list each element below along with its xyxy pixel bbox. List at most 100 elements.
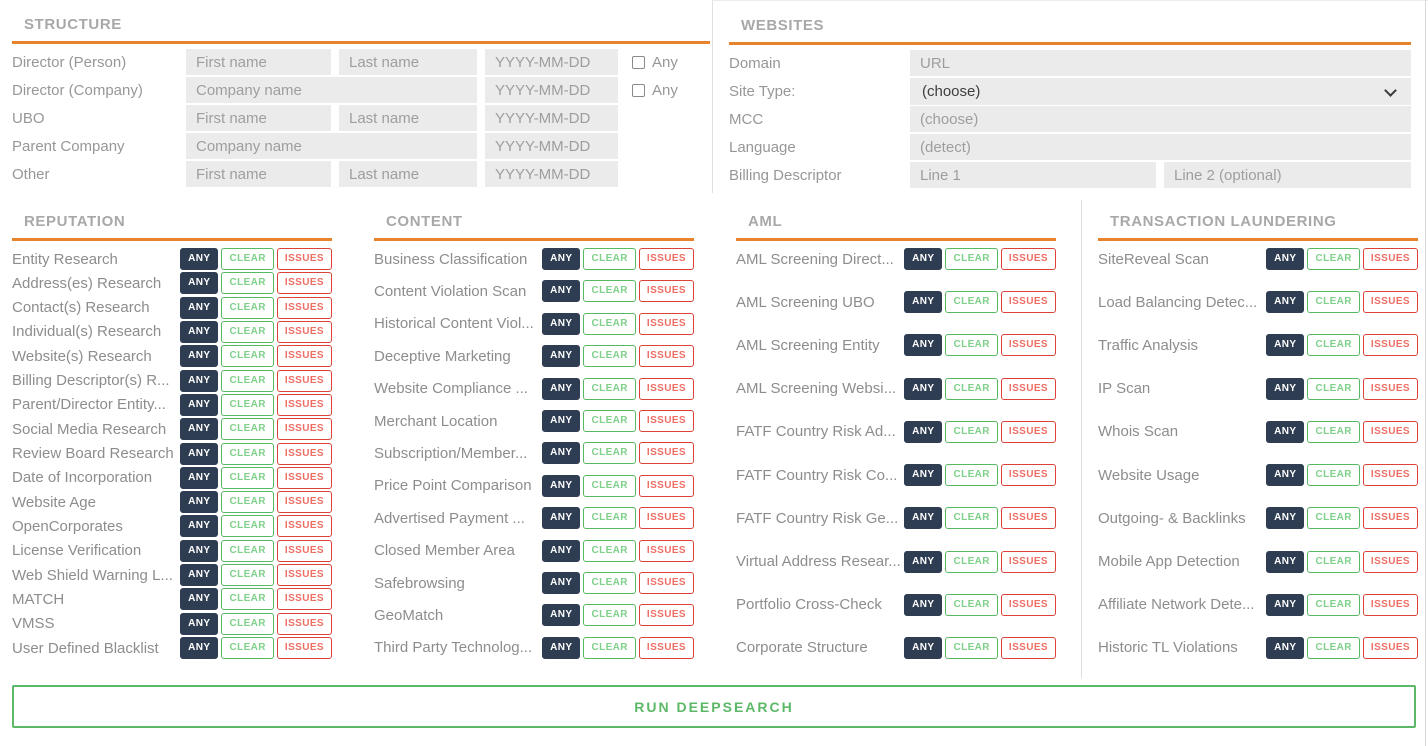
- clear-button[interactable]: CLEAR: [221, 515, 274, 538]
- any-button[interactable]: ANY: [904, 334, 943, 357]
- ubo-last-name-input[interactable]: [339, 105, 477, 131]
- any-button[interactable]: ANY: [180, 369, 219, 392]
- other-first-name-input[interactable]: [186, 161, 331, 187]
- clear-button[interactable]: CLEAR: [221, 466, 274, 489]
- issues-button[interactable]: ISSUES: [638, 377, 694, 400]
- clear-button[interactable]: CLEAR: [945, 420, 998, 443]
- issues-button[interactable]: ISSUES: [1000, 420, 1056, 443]
- clear-button[interactable]: CLEAR: [945, 464, 998, 487]
- issues-button[interactable]: ISSUES: [1000, 636, 1056, 659]
- issues-button[interactable]: ISSUES: [638, 539, 694, 562]
- clear-button[interactable]: CLEAR: [583, 572, 636, 595]
- clear-button[interactable]: CLEAR: [583, 345, 636, 368]
- issues-button[interactable]: ISSUES: [1362, 334, 1418, 357]
- clear-button[interactable]: CLEAR: [945, 248, 998, 270]
- clear-button[interactable]: CLEAR: [945, 593, 998, 616]
- issues-button[interactable]: ISSUES: [1362, 248, 1418, 270]
- any-button[interactable]: ANY: [542, 572, 581, 595]
- ubo-first-name-input[interactable]: [186, 105, 331, 131]
- clear-button[interactable]: CLEAR: [583, 507, 636, 530]
- issues-button[interactable]: ISSUES: [638, 474, 694, 497]
- other-date-input[interactable]: [485, 161, 618, 187]
- any-button[interactable]: ANY: [904, 550, 943, 573]
- director-company-date-input[interactable]: [485, 77, 618, 103]
- director-company-any-checkbox[interactable]: [632, 83, 645, 97]
- clear-button[interactable]: CLEAR: [221, 418, 274, 441]
- issues-button[interactable]: ISSUES: [638, 507, 694, 530]
- any-button[interactable]: ANY: [542, 280, 581, 303]
- clear-button[interactable]: CLEAR: [945, 507, 998, 530]
- any-button[interactable]: ANY: [542, 345, 581, 368]
- issues-button[interactable]: ISSUES: [276, 588, 332, 611]
- any-button[interactable]: ANY: [180, 466, 219, 489]
- clear-button[interactable]: CLEAR: [221, 369, 274, 392]
- any-button[interactable]: ANY: [180, 248, 219, 270]
- clear-button[interactable]: CLEAR: [221, 612, 274, 635]
- clear-button[interactable]: CLEAR: [945, 636, 998, 659]
- issues-button[interactable]: ISSUES: [276, 369, 332, 392]
- clear-button[interactable]: CLEAR: [1307, 420, 1360, 443]
- clear-button[interactable]: CLEAR: [1307, 377, 1360, 400]
- clear-button[interactable]: CLEAR: [221, 296, 274, 319]
- issues-button[interactable]: ISSUES: [638, 442, 694, 465]
- billing-line2-input[interactable]: [1164, 162, 1411, 188]
- clear-button[interactable]: CLEAR: [945, 377, 998, 400]
- clear-button[interactable]: CLEAR: [221, 320, 274, 343]
- issues-button[interactable]: ISSUES: [638, 604, 694, 627]
- clear-button[interactable]: CLEAR: [221, 345, 274, 368]
- clear-button[interactable]: CLEAR: [583, 442, 636, 465]
- any-button[interactable]: ANY: [1266, 593, 1305, 616]
- clear-button[interactable]: CLEAR: [1307, 464, 1360, 487]
- any-button[interactable]: ANY: [542, 377, 581, 400]
- issues-button[interactable]: ISSUES: [276, 248, 332, 270]
- any-button[interactable]: ANY: [180, 296, 219, 319]
- issues-button[interactable]: ISSUES: [1362, 593, 1418, 616]
- clear-button[interactable]: CLEAR: [583, 377, 636, 400]
- any-button[interactable]: ANY: [180, 515, 219, 538]
- any-button[interactable]: ANY: [904, 291, 943, 314]
- clear-button[interactable]: CLEAR: [583, 474, 636, 497]
- any-button[interactable]: ANY: [904, 636, 943, 659]
- run-deepsearch-button[interactable]: RUN DEEPSEARCH: [12, 685, 1416, 728]
- issues-button[interactable]: ISSUES: [638, 312, 694, 335]
- clear-button[interactable]: CLEAR: [1307, 248, 1360, 270]
- clear-button[interactable]: CLEAR: [1307, 550, 1360, 573]
- issues-button[interactable]: ISSUES: [276, 491, 332, 514]
- director-person-date-input[interactable]: [485, 49, 618, 75]
- ubo-date-input[interactable]: [485, 105, 618, 131]
- issues-button[interactable]: ISSUES: [638, 572, 694, 595]
- any-button[interactable]: ANY: [1266, 550, 1305, 573]
- clear-button[interactable]: CLEAR: [583, 604, 636, 627]
- clear-button[interactable]: CLEAR: [583, 410, 636, 433]
- issues-button[interactable]: ISSUES: [276, 320, 332, 343]
- issues-button[interactable]: ISSUES: [1000, 593, 1056, 616]
- any-button[interactable]: ANY: [1266, 377, 1305, 400]
- issues-button[interactable]: ISSUES: [1000, 464, 1056, 487]
- any-button[interactable]: ANY: [180, 637, 219, 659]
- issues-button[interactable]: ISSUES: [638, 636, 694, 659]
- any-button[interactable]: ANY: [542, 442, 581, 465]
- any-button[interactable]: ANY: [542, 539, 581, 562]
- issues-button[interactable]: ISSUES: [638, 345, 694, 368]
- any-button[interactable]: ANY: [904, 377, 943, 400]
- issues-button[interactable]: ISSUES: [1362, 507, 1418, 530]
- issues-button[interactable]: ISSUES: [638, 410, 694, 433]
- clear-button[interactable]: CLEAR: [221, 539, 274, 562]
- issues-button[interactable]: ISSUES: [1000, 550, 1056, 573]
- issues-button[interactable]: ISSUES: [1362, 636, 1418, 659]
- director-company-name-input[interactable]: [186, 77, 477, 103]
- any-button[interactable]: ANY: [180, 539, 219, 562]
- clear-button[interactable]: CLEAR: [1307, 507, 1360, 530]
- issues-button[interactable]: ISSUES: [1000, 334, 1056, 357]
- parent-company-date-input[interactable]: [485, 133, 618, 159]
- parent-company-name-input[interactable]: [186, 133, 477, 159]
- issues-button[interactable]: ISSUES: [1000, 507, 1056, 530]
- any-button[interactable]: ANY: [542, 474, 581, 497]
- issues-button[interactable]: ISSUES: [276, 539, 332, 562]
- any-button[interactable]: ANY: [904, 507, 943, 530]
- any-button[interactable]: ANY: [542, 507, 581, 530]
- any-button[interactable]: ANY: [1266, 464, 1305, 487]
- clear-button[interactable]: CLEAR: [1307, 291, 1360, 314]
- clear-button[interactable]: CLEAR: [1307, 334, 1360, 357]
- director-person-any-checkbox[interactable]: [632, 55, 645, 69]
